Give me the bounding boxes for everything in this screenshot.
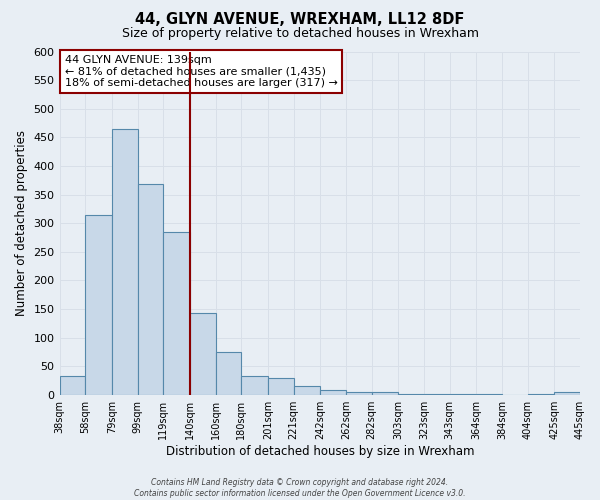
Bar — [59, 376, 85, 394]
Text: 44, GLYN AVENUE, WREXHAM, LL12 8DF: 44, GLYN AVENUE, WREXHAM, LL12 8DF — [136, 12, 464, 28]
Bar — [190, 313, 215, 394]
Text: Contains HM Land Registry data © Crown copyright and database right 2024.
Contai: Contains HM Land Registry data © Crown c… — [134, 478, 466, 498]
Bar — [371, 392, 398, 394]
Bar — [554, 392, 580, 394]
Bar — [268, 378, 293, 394]
Bar — [112, 128, 137, 394]
X-axis label: Distribution of detached houses by size in Wrexham: Distribution of detached houses by size … — [166, 444, 474, 458]
Bar — [346, 392, 371, 394]
Text: 44 GLYN AVENUE: 139sqm
← 81% of detached houses are smaller (1,435)
18% of semi-: 44 GLYN AVENUE: 139sqm ← 81% of detached… — [65, 55, 338, 88]
Bar — [241, 376, 268, 394]
Bar — [85, 214, 112, 394]
Text: Size of property relative to detached houses in Wrexham: Size of property relative to detached ho… — [121, 28, 479, 40]
Y-axis label: Number of detached properties: Number of detached properties — [15, 130, 28, 316]
Bar — [320, 390, 346, 394]
Bar — [137, 184, 163, 394]
Bar — [163, 232, 190, 394]
Bar — [293, 386, 320, 394]
Bar — [215, 352, 241, 395]
